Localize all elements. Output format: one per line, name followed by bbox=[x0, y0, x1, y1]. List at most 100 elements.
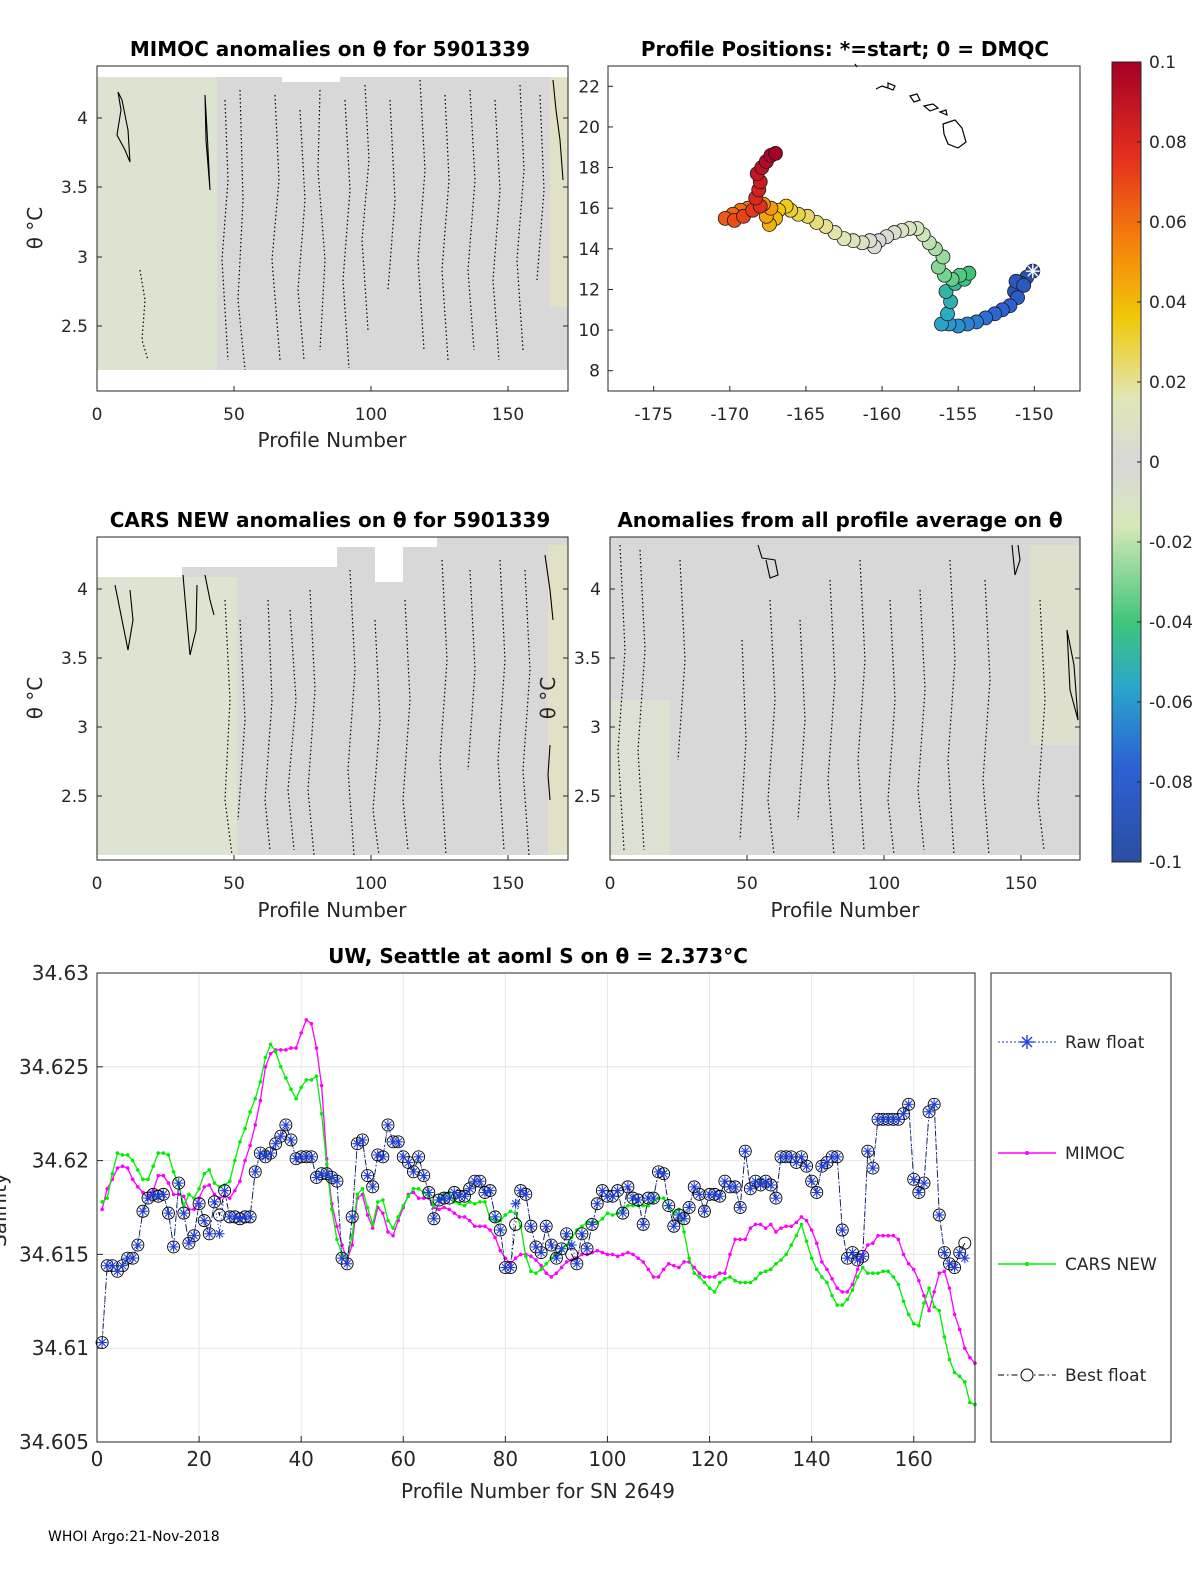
y-tick-label: 3 bbox=[77, 718, 88, 738]
data-point-mimoc bbox=[539, 1263, 543, 1268]
x-ticks bbox=[96, 855, 509, 860]
data-point-mimoc bbox=[181, 1194, 186, 1199]
data-point-mimoc bbox=[370, 1226, 375, 1230]
data-point-mimoc bbox=[789, 1224, 794, 1229]
data-point-raw bbox=[546, 1240, 557, 1251]
data-point-mimoc bbox=[610, 1252, 615, 1257]
data-point-raw bbox=[520, 1189, 531, 1200]
panel-mimoc: 2.5 3 3.5 4 0 50 100 150 MIMOC anomalies… bbox=[23, 37, 569, 452]
series-line-cars bbox=[101, 1042, 976, 1406]
y-axis-label: θ °C bbox=[23, 677, 47, 720]
data-point-raw bbox=[663, 1200, 674, 1211]
series-line-mimoc bbox=[101, 1018, 976, 1364]
data-point-mimoc bbox=[774, 1230, 778, 1234]
data-point-raw bbox=[582, 1243, 593, 1254]
x-tick-label: -165 bbox=[787, 405, 826, 425]
data-point-mimoc bbox=[866, 1243, 870, 1247]
x-ticks bbox=[609, 855, 1022, 860]
data-point-best bbox=[698, 1204, 711, 1218]
data-point-mimoc bbox=[386, 1230, 390, 1234]
data-point-raw bbox=[832, 1151, 843, 1162]
data-point-best bbox=[636, 1217, 650, 1231]
data-point-raw bbox=[194, 1198, 205, 1209]
data-point-cars bbox=[911, 1322, 916, 1326]
panel-title: UW, Seattle at aoml S on θ = 2.373°C bbox=[328, 944, 748, 968]
data-point-cars bbox=[202, 1171, 206, 1176]
data-point-mimoc bbox=[294, 1046, 298, 1050]
data-point-mimoc bbox=[304, 1018, 309, 1022]
data-point-mimoc bbox=[631, 1252, 635, 1257]
x-tick-label: 0 bbox=[92, 874, 103, 894]
data-point-raw bbox=[893, 1114, 904, 1125]
data-point-best bbox=[381, 1118, 395, 1132]
data-point-best bbox=[738, 1144, 752, 1158]
y-ticks bbox=[610, 588, 1080, 797]
data-point-best bbox=[733, 1201, 747, 1214]
data-point-cars bbox=[743, 1280, 748, 1285]
data-point-raw bbox=[857, 1251, 868, 1262]
data-point-mimoc bbox=[564, 1260, 569, 1264]
data-point-raw bbox=[515, 1185, 526, 1196]
data-point-raw bbox=[377, 1151, 388, 1162]
data-point-mimoc bbox=[927, 1308, 931, 1313]
data-point-cars bbox=[687, 1256, 691, 1260]
data-point-cars bbox=[799, 1222, 804, 1227]
data-point-cars bbox=[850, 1288, 855, 1292]
data-point-best bbox=[861, 1144, 875, 1158]
data-point-best bbox=[570, 1257, 584, 1271]
data-point-raw bbox=[852, 1255, 863, 1266]
x-axis-label: Profile Number bbox=[258, 898, 408, 922]
data-point-best bbox=[866, 1161, 880, 1175]
data-point-cars bbox=[906, 1312, 911, 1317]
data-point-mimoc bbox=[309, 1021, 314, 1026]
data-point-raw bbox=[694, 1189, 705, 1200]
data-point-best bbox=[289, 1152, 303, 1166]
colorbar-tick-label: -0.06 bbox=[1149, 693, 1193, 713]
data-point-mimoc bbox=[784, 1224, 788, 1229]
data-point-raw bbox=[143, 1193, 154, 1204]
heatmap-blank-bottom bbox=[97, 855, 568, 861]
heatmap-gap bbox=[375, 547, 403, 582]
y-tick-label: 34.62 bbox=[32, 1149, 89, 1173]
data-point-best bbox=[248, 1165, 262, 1179]
data-point-mimoc bbox=[835, 1286, 839, 1290]
data-point-mimoc bbox=[166, 1181, 171, 1185]
data-point-best bbox=[483, 1184, 497, 1198]
data-point-raw bbox=[959, 1253, 970, 1264]
data-point-best bbox=[172, 1176, 186, 1190]
data-point-mimoc bbox=[100, 1207, 104, 1212]
data-point-cars bbox=[922, 1301, 926, 1305]
data-point-cars bbox=[758, 1271, 763, 1275]
data-point-best bbox=[652, 1165, 665, 1179]
data-point-raw bbox=[367, 1181, 378, 1192]
data-point-mimoc bbox=[758, 1222, 763, 1227]
data-point-mimoc bbox=[942, 1269, 947, 1274]
data-point-cars bbox=[335, 1237, 339, 1242]
data-point-cars bbox=[304, 1078, 309, 1082]
data-point-raw bbox=[730, 1181, 741, 1192]
data-point-cars bbox=[258, 1080, 263, 1084]
data-point-cars bbox=[820, 1275, 824, 1279]
data-point-cars bbox=[917, 1323, 921, 1328]
data-point-raw bbox=[944, 1258, 955, 1269]
data-point-mimoc bbox=[462, 1215, 467, 1219]
x-tick-label: 0 bbox=[92, 405, 103, 425]
data-point-raw bbox=[464, 1183, 475, 1194]
data-point-cars bbox=[278, 1065, 283, 1069]
data-point-mimoc bbox=[809, 1228, 814, 1232]
data-point-cars bbox=[355, 1192, 360, 1197]
data-point-cars bbox=[105, 1196, 110, 1200]
data-point-cars bbox=[146, 1177, 150, 1182]
data-point-raw bbox=[735, 1202, 746, 1213]
data-point-raw bbox=[347, 1211, 358, 1222]
data-point-cars bbox=[529, 1269, 533, 1274]
x-tick-label: 20 bbox=[186, 1447, 211, 1471]
data-point-mimoc bbox=[411, 1190, 416, 1195]
x-tick-label: 100 bbox=[868, 874, 900, 894]
data-point-mimoc bbox=[957, 1327, 962, 1332]
panel-salinity: 0 20 40 60 80 100 120 140 160 34.605 34.61 34.615 34… bbox=[0, 944, 977, 1503]
data-point-cars bbox=[156, 1151, 161, 1155]
data-point-mimoc bbox=[779, 1226, 783, 1230]
colorbar-tick-label: 0.1 bbox=[1149, 53, 1176, 73]
